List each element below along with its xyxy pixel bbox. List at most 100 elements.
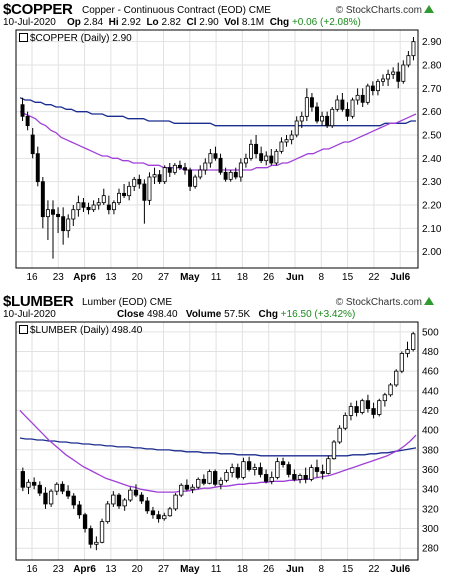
candle xyxy=(37,481,42,497)
candle xyxy=(299,111,304,128)
candle xyxy=(320,111,325,126)
candle-body xyxy=(391,71,396,75)
candle xyxy=(184,479,190,492)
candle-body xyxy=(289,134,294,141)
close-label: Close xyxy=(116,309,145,320)
x-tick-label: Apr6 xyxy=(73,564,96,575)
candle-body xyxy=(139,494,144,502)
candle xyxy=(61,207,66,245)
candle xyxy=(411,37,416,61)
x-tick-label: 18 xyxy=(237,564,249,575)
y-tick-label: 420 xyxy=(422,406,439,417)
candle xyxy=(292,469,297,482)
candle-body xyxy=(309,467,314,480)
candle-body xyxy=(167,508,173,517)
candle xyxy=(60,481,65,495)
candle xyxy=(193,174,198,189)
candle-body xyxy=(279,141,284,152)
candle-body xyxy=(184,484,190,490)
candle-body xyxy=(228,171,233,180)
candle-body xyxy=(156,514,161,520)
candle-body xyxy=(224,472,229,481)
candle xyxy=(54,482,59,496)
candle-body xyxy=(375,80,380,92)
candle xyxy=(263,469,269,484)
candle xyxy=(269,471,274,485)
candle xyxy=(122,184,127,198)
candle-body xyxy=(65,490,71,497)
candle xyxy=(96,198,101,210)
low-label: Lo xyxy=(146,17,159,28)
candle-body xyxy=(81,202,86,208)
y-tick-label: 2.30 xyxy=(422,177,442,188)
candle-body xyxy=(235,467,240,478)
candle-body xyxy=(246,461,252,470)
candle-body xyxy=(88,528,93,545)
copper-description: Copper - Continuous Contract (EOD) xyxy=(82,5,246,16)
candle xyxy=(213,146,218,161)
candle-body xyxy=(320,115,325,122)
candle xyxy=(71,205,76,226)
candle-body xyxy=(294,120,299,136)
candle-body xyxy=(371,408,376,415)
candle xyxy=(51,200,55,259)
candle-body xyxy=(173,494,178,510)
candle-body xyxy=(218,157,223,173)
candle xyxy=(207,469,212,485)
candle xyxy=(386,69,391,86)
candle-body xyxy=(330,108,335,127)
x-tick-label: 26 xyxy=(263,272,275,283)
candle-body xyxy=(337,427,342,443)
candle xyxy=(360,398,365,415)
candle-body xyxy=(252,467,257,470)
lumber-symbol: $LUMBER xyxy=(3,293,74,310)
lumber-plot: 280 300 320 340 360 380 400 420 440 460 480 500 16 23… xyxy=(15,321,439,575)
candle-body xyxy=(354,406,359,413)
x-tick-label: 20 xyxy=(132,272,144,283)
candle xyxy=(337,425,342,444)
candle xyxy=(101,188,106,205)
candle xyxy=(269,149,274,166)
y-tick-label: 2.10 xyxy=(422,224,442,235)
candle-body xyxy=(360,400,365,413)
candle-body xyxy=(292,474,297,480)
candle xyxy=(213,469,218,487)
y-tick-label: 2.80 xyxy=(422,61,442,72)
candle-body xyxy=(233,171,238,178)
candle-body xyxy=(208,153,213,164)
y-tick-label: 2.90 xyxy=(422,37,442,48)
candle xyxy=(66,214,71,238)
candle-body xyxy=(128,489,133,501)
candle xyxy=(391,67,396,79)
candle xyxy=(309,464,314,482)
candle xyxy=(150,506,156,519)
candle-body xyxy=(399,353,405,372)
candle xyxy=(45,200,50,240)
copper-quote-row: 10-Jul-2020 Op 2.84 Hi 2.92 Lo 2.82 Cl 2… xyxy=(3,17,361,28)
open-value: 2.84 xyxy=(83,17,104,28)
candle xyxy=(405,341,410,358)
candle xyxy=(286,461,291,478)
candle xyxy=(331,440,337,460)
candle-body xyxy=(345,108,350,117)
candle-body xyxy=(405,349,410,354)
candle xyxy=(401,60,406,84)
candle-body xyxy=(60,483,65,492)
candle-body xyxy=(331,441,337,460)
candle-body xyxy=(101,195,106,204)
candle-body xyxy=(406,55,411,66)
candle-body xyxy=(196,478,201,488)
candle-body xyxy=(198,169,203,178)
candle-body xyxy=(411,41,416,57)
x-tick-label: 18 xyxy=(237,272,249,283)
candle xyxy=(325,111,330,128)
x-tick-label: May xyxy=(180,564,200,575)
candle xyxy=(381,74,385,86)
lumber-exchange: CME xyxy=(149,297,173,308)
stockcharts-watermark: © StockCharts.com xyxy=(335,297,422,308)
y-tick-label: 340 xyxy=(422,485,439,496)
candle-body xyxy=(207,471,212,484)
x-tick-label: 13 xyxy=(105,564,117,575)
x-tick-label: Apr6 xyxy=(73,272,96,283)
candle xyxy=(264,151,269,166)
